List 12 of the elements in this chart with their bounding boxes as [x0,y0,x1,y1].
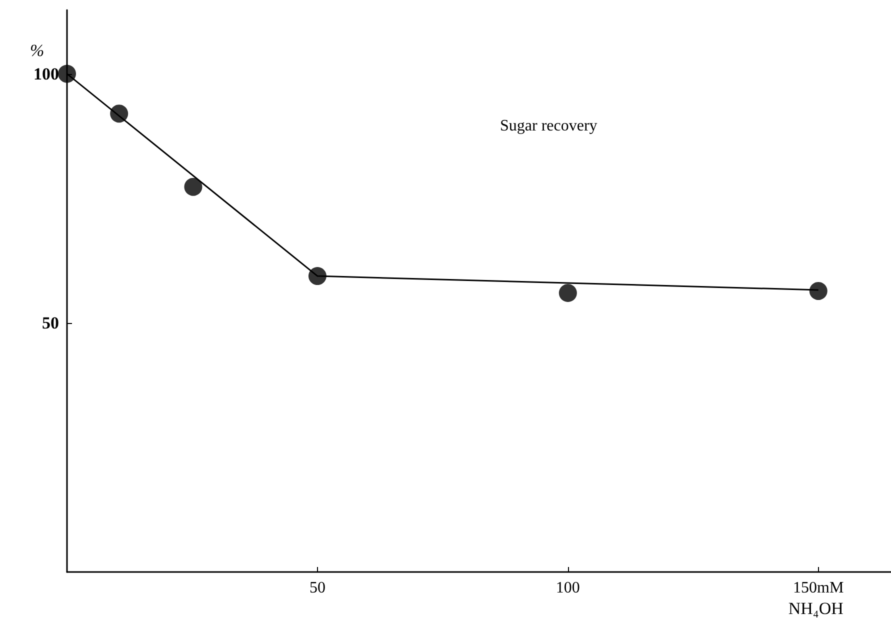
point [110,104,128,123]
point [184,178,202,196]
point [809,282,828,300]
x-tick-label: 100 [556,580,580,596]
point [58,64,76,83]
x-tick-label: 50 [309,580,326,596]
point [558,284,577,302]
x-axis-title: NH₄OH [788,599,844,618]
annotation: Sugar recovery [500,118,598,134]
x-tick-label: 150mM [793,580,844,596]
point [308,267,326,286]
y-axis-title: % [30,41,44,60]
